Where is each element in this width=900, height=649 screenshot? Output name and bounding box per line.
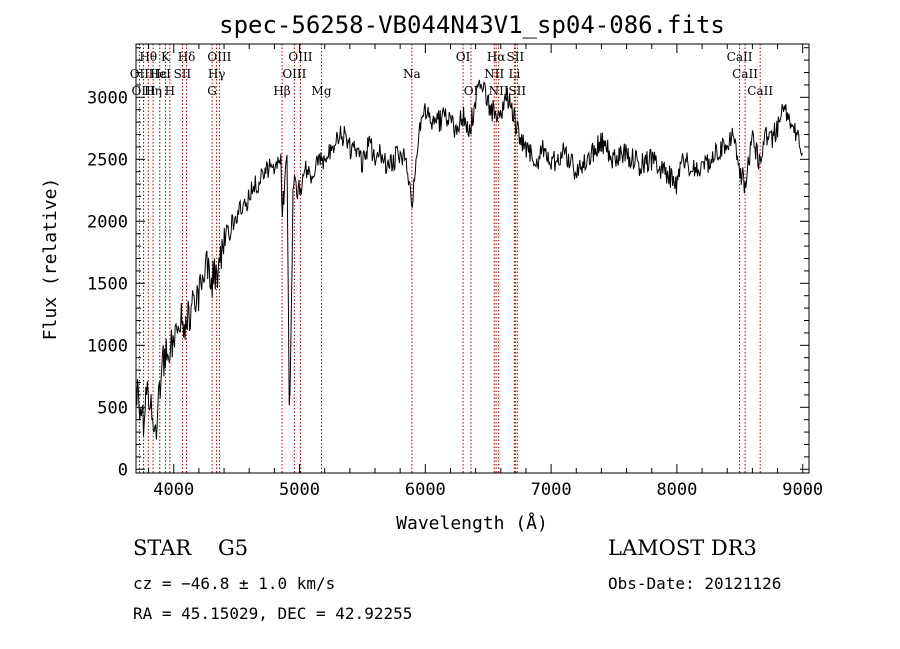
y-tick-label: 1000: [87, 336, 128, 356]
line-label: Mg: [312, 84, 332, 98]
object-subclass: G5: [217, 536, 249, 560]
object-class: STAR G5: [133, 536, 248, 560]
y-tick-label: 0: [118, 460, 128, 480]
x-tick-label: 9000: [782, 480, 823, 500]
redshift-velocity: cz = −46.8 ± 1.0 km/s: [133, 574, 336, 593]
line-label: NII: [484, 67, 504, 81]
y-axis: 0 500 1000 1500 2000 2500 3000: [87, 47, 809, 480]
x-tick-label: 8000: [656, 480, 697, 500]
line-label: K: [161, 50, 171, 64]
line-label: OI: [456, 50, 471, 64]
survey-name: LAMOST DR3: [608, 536, 757, 560]
line-label: Hγ: [208, 67, 226, 81]
spectral-line-labels: Hθ OII OIII K Hε Hη HeI H SII Hδ OIII Hγ G OIII OIII Hβ…: [130, 50, 774, 98]
line-label: OIII: [132, 84, 156, 98]
line-label: G: [207, 84, 217, 98]
x-axis-label: Wavelength (Å): [396, 512, 548, 534]
y-tick-label: 2500: [87, 150, 128, 170]
chart-title: spec-56258-VB044N43V1_sp04-086.fits: [219, 11, 725, 39]
y-tick-label: 3000: [87, 88, 128, 108]
line-label: OIII: [288, 50, 312, 64]
line-label: CaII: [732, 67, 758, 81]
line-label: Hδ: [178, 50, 196, 64]
observation-date: Obs-Date: 20121126: [608, 574, 782, 593]
line-label: SII: [508, 84, 526, 98]
line-label: OII: [130, 67, 150, 81]
line-label: OIII: [207, 50, 231, 64]
line-label: CaII: [747, 84, 773, 98]
line-label: NII: [489, 84, 509, 98]
x-tick-label: 5000: [279, 480, 320, 500]
object-class-label: STAR: [133, 536, 192, 560]
line-label: H: [165, 84, 175, 98]
line-label: SII: [507, 50, 525, 64]
line-label: Na: [403, 67, 421, 81]
x-tick-label: 4000: [153, 480, 194, 500]
spectrum-line: [135, 79, 803, 440]
line-label: Hε: [150, 67, 167, 81]
plot-frame: [135, 43, 810, 474]
y-axis-label: Flux (relative): [40, 178, 61, 341]
ra-dec-coordinates: RA = 45.15029, DEC = 42.92255: [133, 604, 413, 623]
spectral-marker-lines: [138, 44, 761, 473]
line-label: CaII: [727, 50, 753, 64]
y-tick-label: 1500: [87, 274, 128, 294]
line-label: Hα: [487, 50, 506, 64]
y-tick-label: 500: [97, 398, 128, 418]
line-label: Hβ: [273, 84, 290, 98]
line-label: OIII: [282, 67, 306, 81]
line-label: Hθ: [139, 50, 157, 64]
line-label: SII: [174, 67, 192, 81]
y-tick-label: 2000: [87, 212, 128, 232]
line-label: HeI: [149, 67, 172, 81]
x-tick-label: 6000: [405, 480, 446, 500]
x-tick-label: 7000: [531, 480, 572, 500]
line-label: Hη: [144, 84, 162, 98]
line-label: Li: [508, 67, 520, 81]
x-axis: 4000 5000 6000 7000 8000 9000: [148, 44, 823, 500]
line-label: OI: [464, 84, 479, 98]
